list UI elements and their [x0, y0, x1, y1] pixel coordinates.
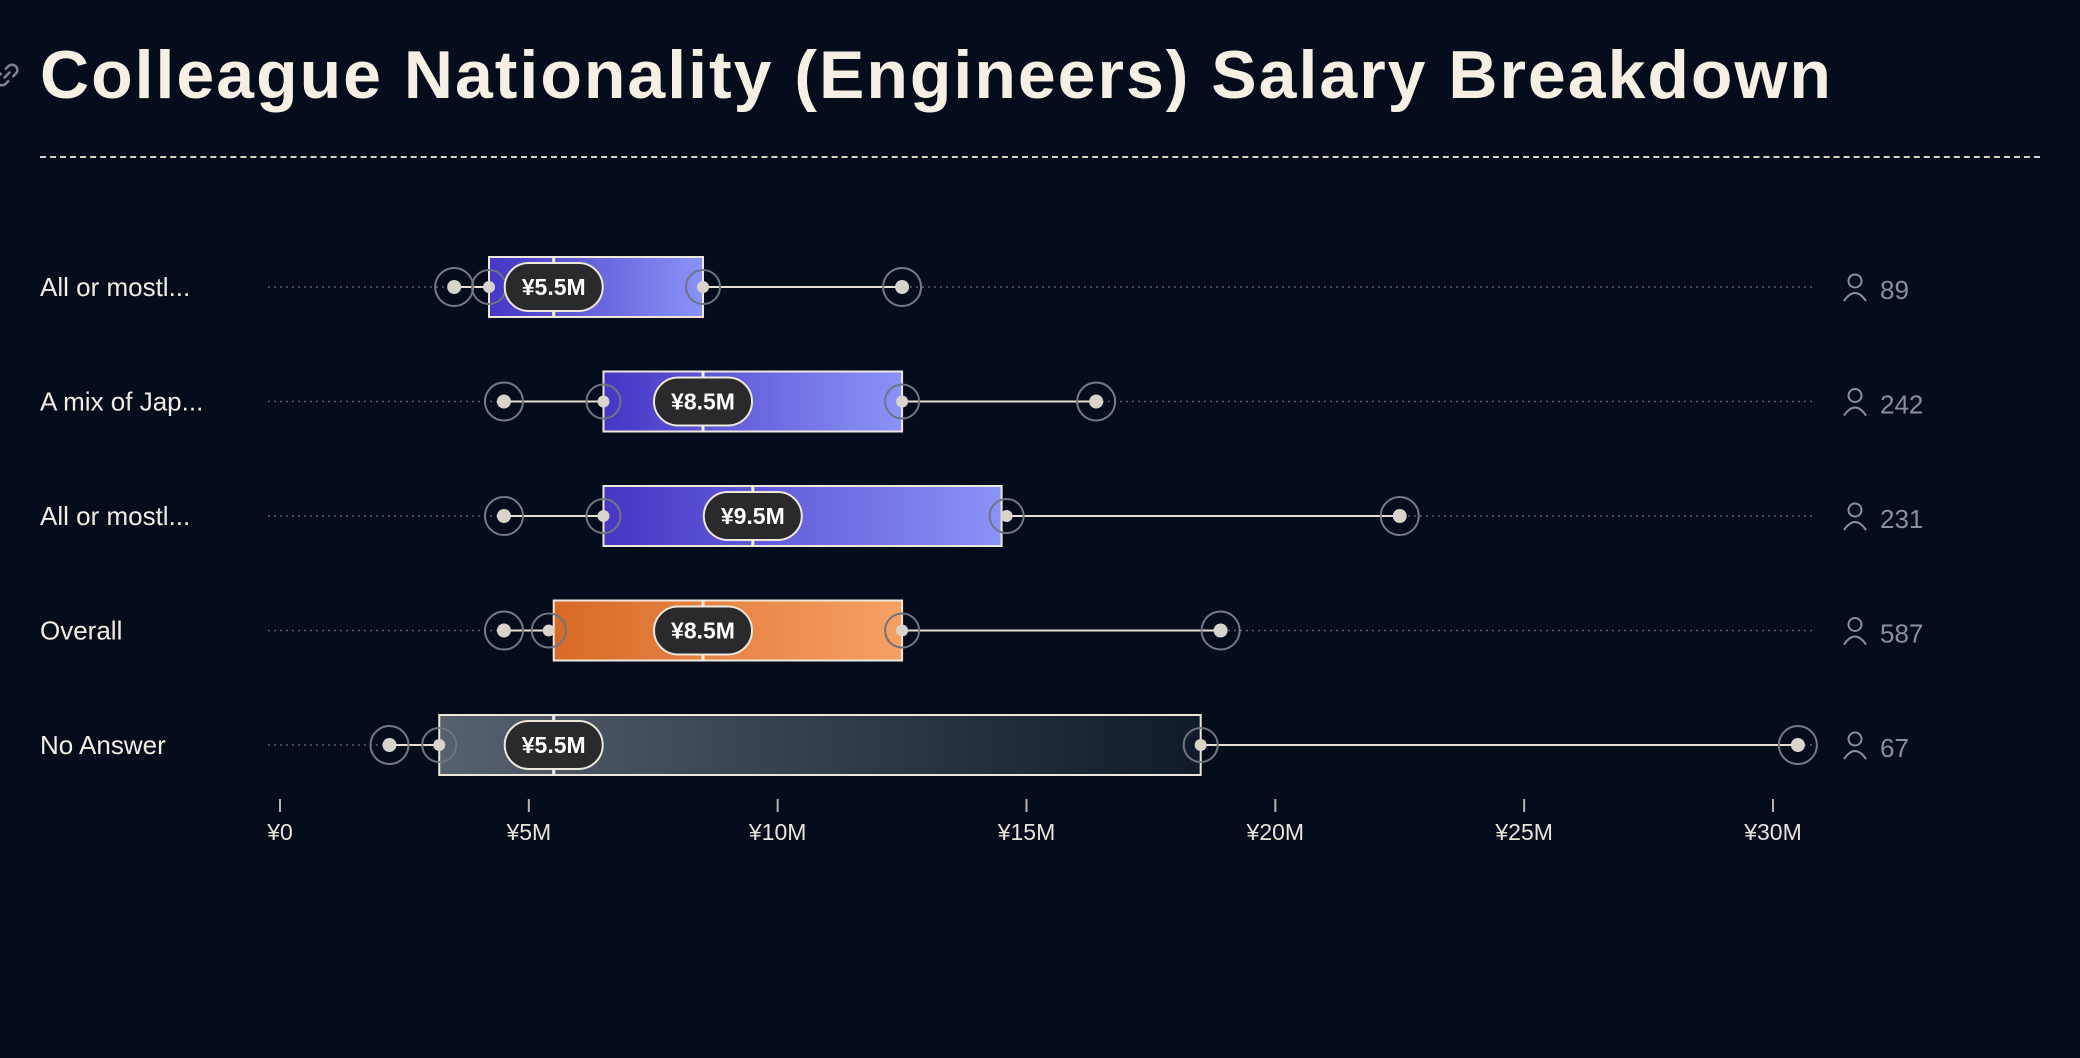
x-tick-label: ¥0	[266, 819, 293, 845]
max-point[interactable]	[1790, 738, 1805, 752]
p10-point[interactable]	[597, 510, 610, 522]
p10-point[interactable]	[433, 739, 446, 751]
p10-point[interactable]	[542, 624, 555, 637]
max-point[interactable]	[1392, 509, 1407, 523]
max-point[interactable]	[1213, 623, 1228, 638]
box-row[interactable]: All or mostl... ¥9.5M 231	[40, 485, 1923, 547]
median-pill	[702, 491, 803, 541]
min-point[interactable]	[496, 509, 511, 523]
row-label: All or mostl...	[40, 272, 190, 302]
p10-marker-ring	[585, 498, 622, 534]
respondent-count: 587	[1880, 619, 1923, 649]
p10-marker-ring	[585, 383, 622, 420]
min-marker-ring	[369, 725, 410, 765]
p90-marker-ring	[884, 612, 921, 649]
x-tick-label: ¥5M	[505, 819, 551, 845]
x-tick-label: ¥25M	[1494, 819, 1553, 845]
p90-point[interactable]	[1194, 739, 1207, 751]
x-tick-label: ¥20M	[1246, 819, 1305, 845]
median-pill	[503, 720, 604, 770]
p90-point[interactable]	[896, 395, 909, 408]
max-marker-ring	[1076, 381, 1117, 422]
p90-marker-ring	[685, 269, 722, 305]
p90-point[interactable]	[896, 624, 909, 637]
x-tick-label: ¥15M	[997, 819, 1056, 845]
respondent-count: 231	[1880, 504, 1923, 534]
link-icon[interactable]	[0, 60, 22, 90]
box-row[interactable]: All or mostl... ¥5.5M 89	[40, 256, 1909, 318]
min-point[interactable]	[447, 280, 462, 294]
p10-marker-ring	[421, 727, 458, 763]
x-tick-label: ¥30M	[1743, 819, 1802, 845]
p90-marker-ring	[1182, 727, 1219, 763]
person-icon	[1843, 502, 1867, 531]
max-marker-ring	[1777, 725, 1818, 765]
median-label: ¥5.5M	[522, 274, 586, 300]
row-label: A mix of Jap...	[40, 387, 203, 417]
respondent-count: 89	[1880, 275, 1909, 305]
median-label: ¥5.5M	[522, 732, 586, 758]
min-marker-ring	[483, 610, 524, 651]
row-label: No Answer	[40, 730, 166, 760]
min-marker-ring	[434, 267, 475, 307]
respondent-count: 67	[1880, 733, 1909, 763]
title-divider	[40, 156, 2040, 158]
median-pill	[653, 605, 754, 656]
p90-marker-ring	[988, 498, 1025, 534]
median-pill	[653, 376, 754, 427]
box-row[interactable]: A mix of Jap... ¥8.5M 242	[40, 370, 1923, 433]
chart-title: Colleague Nationality (Engineers) Salary…	[40, 37, 1833, 113]
box-row[interactable]: Overall ¥8.5M 587	[40, 599, 1923, 662]
row-label: Overall	[40, 616, 122, 646]
median-label: ¥9.5M	[721, 503, 785, 529]
p10-point[interactable]	[597, 395, 610, 408]
person-icon	[1843, 731, 1867, 760]
max-marker-ring	[882, 267, 923, 307]
p10-marker-ring	[530, 612, 567, 649]
max-point[interactable]	[895, 280, 910, 294]
max-point[interactable]	[1089, 394, 1104, 409]
respondent-count: 242	[1880, 390, 1923, 420]
max-marker-ring	[1379, 496, 1420, 536]
median-label: ¥8.5M	[671, 389, 735, 415]
median-label: ¥8.5M	[671, 618, 735, 644]
min-point[interactable]	[496, 623, 511, 638]
p90-point[interactable]	[697, 281, 710, 293]
person-icon	[1843, 617, 1867, 646]
min-marker-ring	[483, 381, 524, 422]
p10-point[interactable]	[483, 281, 496, 293]
person-icon	[1843, 273, 1867, 302]
p90-point[interactable]	[1000, 510, 1013, 522]
min-point[interactable]	[382, 738, 397, 752]
min-point[interactable]	[496, 394, 511, 409]
x-tick-label: ¥10M	[748, 819, 807, 845]
p90-marker-ring	[884, 383, 921, 420]
row-label: All or mostl...	[40, 501, 190, 531]
max-marker-ring	[1200, 610, 1241, 651]
person-icon	[1843, 388, 1867, 417]
median-pill	[503, 262, 604, 312]
box-row[interactable]: No Answer ¥5.5M 67	[40, 714, 1909, 776]
min-marker-ring	[483, 496, 524, 536]
